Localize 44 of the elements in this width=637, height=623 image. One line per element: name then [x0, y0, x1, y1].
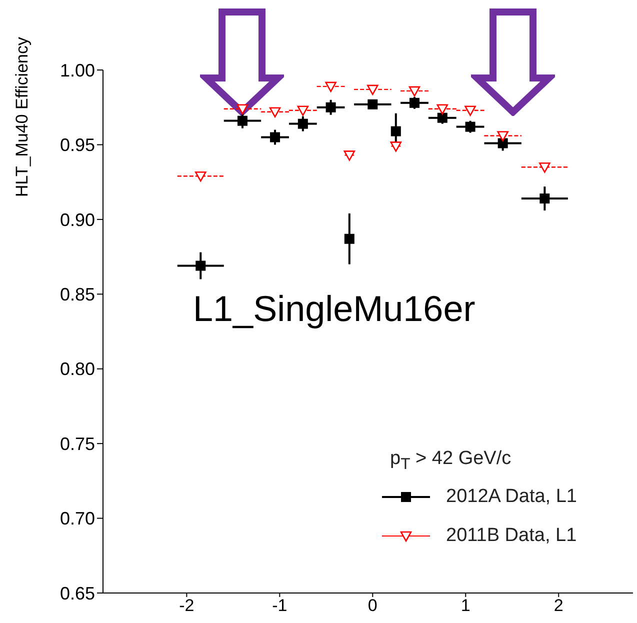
- x-tick-label: 2: [554, 596, 564, 616]
- y-tick-label: 1.00: [60, 60, 95, 80]
- point: [297, 106, 309, 116]
- point: [194, 171, 206, 182]
- point: [497, 131, 508, 142]
- legend-label: 2011B Data, L1: [446, 525, 577, 548]
- point: [326, 102, 336, 112]
- y-axis-title: HLT_Mu40 Efficiency: [12, 36, 32, 197]
- point: [436, 104, 448, 114]
- x-tick-label: 1: [460, 596, 470, 616]
- point: [298, 118, 308, 129]
- point: [437, 112, 448, 123]
- point: [344, 234, 354, 244]
- point: [540, 194, 550, 204]
- x-tick-label: 0: [368, 596, 378, 616]
- point: [325, 82, 336, 92]
- point: [464, 106, 476, 116]
- point: [344, 150, 356, 161]
- point: [390, 126, 401, 136]
- point: [237, 116, 248, 126]
- legend-title: p$_{T}$ > 42 GeV/c: [390, 448, 512, 474]
- y-tick-label: 0.90: [60, 210, 95, 230]
- point: [390, 142, 402, 152]
- point: [368, 99, 378, 110]
- point: [196, 260, 206, 271]
- x-tick-label: -1: [272, 596, 288, 616]
- y-tick-label: 0.95: [60, 135, 95, 156]
- y-tick-label: 0.75: [60, 434, 95, 454]
- y-tick-label: 0.85: [60, 284, 95, 305]
- point: [539, 162, 550, 173]
- y-tick-label: 0.70: [60, 508, 95, 529]
- point: [498, 138, 508, 148]
- point: [269, 107, 281, 118]
- point: [236, 104, 248, 114]
- annotation: L1_SingleMu16er: [193, 288, 476, 330]
- point: [270, 132, 280, 142]
- point: [408, 86, 420, 97]
- y-tick-label: 0.65: [60, 583, 95, 604]
- point: [465, 122, 476, 132]
- y-tick-label: 0.80: [60, 359, 95, 380]
- legend-label: 2012A Data, L1: [446, 486, 577, 508]
- point: [409, 98, 420, 108]
- x-tick-label: -2: [179, 596, 194, 616]
- point: [367, 84, 378, 96]
